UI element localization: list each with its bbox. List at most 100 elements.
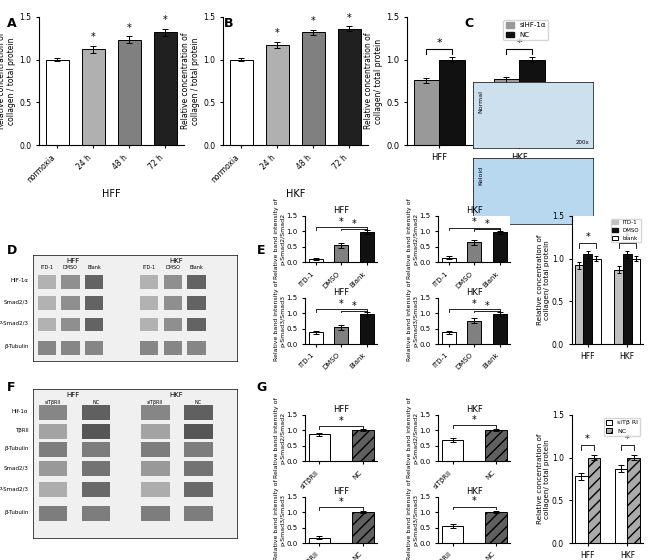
Text: P-Smad2/3: P-Smad2/3 (0, 320, 29, 325)
Text: F: F (6, 381, 15, 394)
Text: HIF-1α: HIF-1α (10, 278, 29, 283)
Bar (184, 482, 213, 497)
Bar (38, 482, 68, 497)
Text: *: * (339, 217, 344, 227)
Text: Blank: Blank (189, 265, 203, 270)
Y-axis label: Relative band intensity of
p-Smad3/Smad3: Relative band intensity of p-Smad3/Smad3 (274, 281, 285, 361)
Bar (309, 435, 330, 461)
Text: *: * (275, 28, 280, 38)
Bar (184, 442, 213, 457)
Title: HFF: HFF (333, 206, 349, 215)
Text: HKF: HKF (169, 392, 183, 398)
Bar (441, 333, 456, 344)
Text: *: * (472, 497, 476, 506)
Bar (38, 275, 56, 289)
Bar (441, 440, 463, 461)
Bar (61, 296, 79, 310)
Bar (592, 259, 601, 344)
Bar (82, 461, 111, 476)
Bar (632, 259, 640, 344)
Bar (413, 80, 439, 145)
Text: *: * (517, 39, 522, 49)
Text: siTβRII: siTβRII (45, 400, 61, 404)
Y-axis label: Relative band intensity of
p-Smad3/Smad3: Relative band intensity of p-Smad3/Smad3 (408, 281, 418, 361)
Text: *: * (339, 416, 344, 426)
Text: TβRII: TβRII (15, 428, 29, 433)
Text: *: * (625, 232, 630, 242)
Text: *: * (625, 434, 630, 444)
Bar (38, 442, 68, 457)
Y-axis label: Relative concentration of
collagen/ total protein: Relative concentration of collagen/ tota… (364, 32, 384, 129)
Text: *: * (163, 15, 168, 25)
Bar (493, 314, 507, 344)
Title: HKF: HKF (466, 288, 483, 297)
Bar (302, 32, 325, 145)
Text: β-Tubulin: β-Tubulin (4, 446, 29, 451)
Bar (141, 482, 170, 497)
Text: *: * (472, 217, 476, 227)
Bar (467, 321, 482, 344)
Bar (588, 458, 601, 543)
Text: NC: NC (195, 400, 202, 404)
Bar (164, 275, 182, 289)
Bar (141, 442, 170, 457)
Y-axis label: Relative concentration of
collagen / total protein: Relative concentration of collagen / tot… (181, 32, 200, 129)
Bar (61, 341, 79, 355)
Bar (164, 341, 182, 355)
Bar (184, 506, 213, 521)
Text: Keloid: Keloid (478, 166, 483, 185)
Bar (360, 232, 374, 263)
Bar (82, 424, 111, 439)
Bar (141, 405, 170, 419)
Bar (334, 327, 348, 344)
Text: *: * (472, 299, 476, 309)
Bar (334, 245, 348, 263)
Bar (164, 296, 182, 310)
Bar (467, 242, 482, 263)
Legend: ITD-1, DMSO, blank: ITD-1, DMSO, blank (611, 218, 641, 242)
Bar (352, 512, 374, 543)
Bar (615, 469, 627, 543)
Y-axis label: Relative band intensity of
p-Smad3/Smad3: Relative band intensity of p-Smad3/Smad3 (274, 479, 285, 560)
Bar (337, 29, 361, 145)
Text: Hif-1α: Hif-1α (12, 409, 29, 414)
Text: *: * (472, 415, 476, 425)
Text: β-Tubulin: β-Tubulin (4, 344, 29, 349)
Bar (141, 424, 170, 439)
X-axis label: HFF: HFF (102, 189, 121, 199)
Text: G: G (257, 381, 267, 394)
Bar (84, 341, 103, 355)
Bar (38, 318, 56, 332)
Bar (584, 254, 592, 344)
Text: 200x: 200x (576, 140, 590, 145)
Bar (352, 431, 374, 461)
Bar (82, 482, 111, 497)
Bar (118, 40, 141, 145)
Bar (439, 59, 465, 145)
Bar (627, 458, 640, 543)
Text: siTβRII: siTβRII (147, 400, 164, 404)
Title: HFF: HFF (333, 288, 349, 297)
Text: HFF: HFF (67, 258, 80, 264)
Bar (61, 318, 79, 332)
Bar (38, 506, 68, 521)
Bar (140, 296, 159, 310)
Bar (38, 296, 56, 310)
Y-axis label: Relative concentration of
collagen/ total protein: Relative concentration of collagen/ tota… (538, 235, 551, 325)
Bar (486, 431, 507, 461)
Bar (38, 461, 68, 476)
Y-axis label: Relative band intensity of
p-Smad2/Smad2: Relative band intensity of p-Smad2/Smad2 (274, 398, 285, 478)
Bar (61, 275, 79, 289)
Bar (84, 296, 103, 310)
Bar (614, 270, 623, 344)
Y-axis label: Relative band intensity of
p-Smad2/Smad2: Relative band intensity of p-Smad2/Smad2 (408, 398, 418, 478)
Text: Blank: Blank (87, 265, 101, 270)
Bar (187, 296, 205, 310)
Text: Normal: Normal (478, 90, 483, 113)
Text: *: * (352, 301, 356, 311)
Bar (623, 254, 632, 344)
Text: E: E (257, 244, 265, 256)
Bar (266, 45, 289, 145)
Bar (187, 318, 205, 332)
Text: *: * (485, 219, 489, 229)
